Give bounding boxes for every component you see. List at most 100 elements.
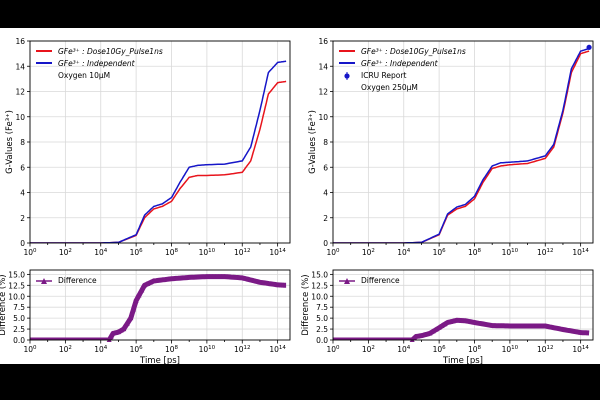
difference-marker (551, 325, 557, 330)
difference-marker (472, 320, 478, 325)
difference-marker (560, 327, 566, 332)
y-tick-label: 7.5 (316, 303, 328, 312)
difference-marker (242, 276, 248, 281)
difference-marker (430, 329, 436, 334)
x-tick-label: 1010 (199, 248, 216, 257)
difference-marker (263, 280, 269, 286)
x-axis-label: Time [ps] (139, 356, 180, 364)
x-tick-label: 100 (326, 345, 340, 354)
difference-marker (239, 275, 245, 280)
y-tick-label: 10 (15, 113, 25, 122)
x-tick-label: 108 (468, 345, 482, 354)
x-tick-label: 104 (397, 248, 411, 257)
y-tick-label: 14 (15, 62, 25, 71)
difference-marker (433, 327, 439, 332)
difference-marker (257, 279, 263, 285)
legend-label-1: GFe³⁺ : Independent (361, 59, 439, 68)
y-tick-label: 5.0 (316, 314, 328, 323)
y-tick-label: 15.0 (311, 270, 328, 279)
chart-top-left: 100 102 104 106 108 1010 1012 10140246810121416… (5, 37, 291, 257)
difference-marker (248, 277, 254, 283)
difference-marker (245, 276, 251, 282)
x-tick-label: 1010 (199, 345, 216, 354)
y-tick-label: 6 (323, 163, 328, 172)
icru-point (586, 44, 592, 50)
x-tick-label: 100 (23, 248, 37, 257)
y-tick-label: 0 (20, 239, 25, 248)
difference-marker (468, 319, 474, 324)
y-tick-label: 15.0 (8, 270, 25, 279)
difference-marker (542, 323, 548, 328)
difference-marker (545, 324, 551, 329)
x-tick-label: 108 (165, 345, 179, 354)
x-tick-label: 106 (433, 345, 447, 354)
x-tick-label: 106 (130, 345, 144, 354)
y-tick-label: 10 (318, 113, 328, 122)
difference-line (333, 317, 591, 340)
series-line-0 (30, 80, 287, 243)
y-tick-label: 0.0 (316, 336, 328, 345)
difference-marker (465, 318, 471, 324)
difference-marker (130, 306, 136, 312)
y-axis-label: Difference (%) (0, 274, 8, 335)
difference-marker (554, 325, 560, 331)
difference-marker (124, 321, 130, 326)
y-tick-label: 12 (15, 88, 25, 97)
difference-marker (436, 325, 442, 330)
x-tick-label: 102 (362, 248, 375, 257)
chart-top-right: 100 102 104 106 108 1010 1012 10140246810121416… (308, 37, 594, 257)
legend-label-0: Difference (361, 276, 400, 285)
y-tick-label: 10.0 (311, 292, 328, 301)
x-tick-label: 1012 (234, 248, 251, 257)
difference-marker (477, 321, 483, 326)
x-tick-label: 1014 (572, 345, 589, 354)
y-axis-label: G-Values (Fe³⁺) (308, 110, 318, 174)
y-tick-label: 2.5 (13, 325, 25, 334)
x-tick-label: 102 (362, 345, 375, 354)
difference-marker (474, 320, 480, 326)
difference-line (30, 274, 288, 340)
x-tick-label: 1014 (269, 345, 286, 354)
difference-marker (575, 329, 581, 335)
difference-marker (569, 328, 575, 334)
x-tick-label: 102 (59, 345, 72, 354)
y-tick-label: 10.0 (8, 292, 25, 301)
legend-label-0: GFe³⁺ : Dose10Gy_Pulse1ns (58, 47, 163, 56)
difference-marker (139, 287, 145, 293)
difference-marker (260, 280, 266, 285)
difference-marker (566, 328, 572, 333)
series-line-1 (30, 60, 287, 243)
difference-marker (572, 329, 578, 334)
x-tick-label: 104 (94, 248, 108, 257)
y-tick-label: 4 (20, 189, 25, 198)
difference-marker (583, 330, 589, 335)
y-tick-label: 2.5 (316, 325, 328, 334)
y-tick-label: 0.0 (13, 336, 25, 345)
y-tick-label: 8 (20, 138, 25, 147)
difference-marker (254, 279, 260, 284)
chart-bottom-right: 100 102 104 106 108 1010 1012 1014 0.0 2.5 5.0 7.5 1… (301, 269, 594, 364)
difference-marker (118, 328, 124, 333)
legend-label-2: ICRU Report (361, 71, 406, 80)
series-line-1 (333, 47, 590, 243)
difference-marker (563, 327, 569, 333)
plot-frame (332, 269, 594, 341)
difference-marker (483, 322, 489, 327)
difference-marker (557, 326, 563, 331)
x-tick-label: 100 (326, 248, 340, 257)
legend-marker (41, 278, 47, 284)
difference-marker (115, 329, 121, 335)
difference-marker (486, 322, 492, 328)
x-tick-label: 1012 (537, 248, 554, 257)
difference-marker (548, 324, 554, 330)
y-tick-label: 0 (323, 239, 328, 248)
legend-label-1: GFe³⁺ : Independent (58, 59, 136, 68)
y-tick-label: 14 (318, 62, 328, 71)
difference-marker (145, 281, 151, 286)
difference-marker (269, 281, 275, 286)
legend-label-0: GFe³⁺ : Dose10Gy_Pulse1ns (361, 47, 466, 56)
x-tick-label: 1012 (234, 345, 251, 354)
y-tick-label: 16 (318, 37, 328, 46)
y-tick-label: 7.5 (13, 303, 25, 312)
difference-marker (108, 334, 114, 339)
